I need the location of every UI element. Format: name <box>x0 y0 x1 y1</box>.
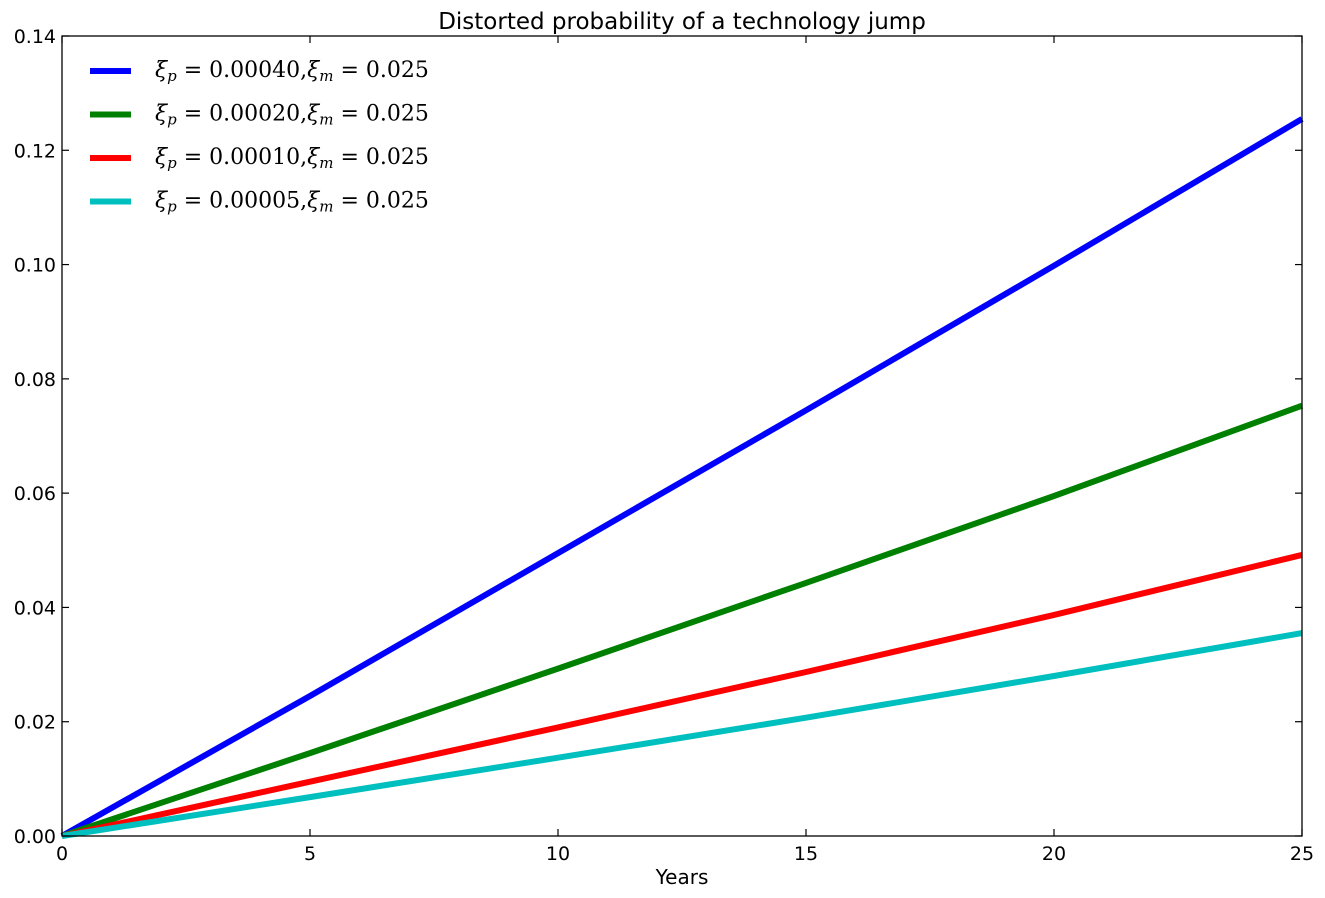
x-tick-label: 20 <box>1042 843 1066 865</box>
x-axis-title: Years <box>655 865 709 889</box>
y-tick-label: 0.08 <box>14 369 56 391</box>
x-tick-label: 10 <box>546 843 570 865</box>
x-tick-label: 15 <box>794 843 818 865</box>
legend-label: ξp = 0.00010,ξm = 0.025 <box>155 145 429 172</box>
series-line-2 <box>61 402 1304 839</box>
y-tick-label: 0.04 <box>14 597 56 619</box>
x-tick-label: 25 <box>1290 843 1314 865</box>
legend-entry: ξp = 0.00020,ξm = 0.025 <box>90 102 429 129</box>
y-tick-label: 0.12 <box>14 140 56 162</box>
series-line-4 <box>61 630 1303 839</box>
series-line-3 <box>61 551 1303 839</box>
legend-label: ξp = 0.00020,ξm = 0.025 <box>155 102 429 129</box>
series-line-1 <box>60 116 1304 839</box>
y-tick-label: 0.06 <box>14 483 56 505</box>
chart-title: Distorted probability of a technology ju… <box>438 9 926 35</box>
y-tick-label: 0.14 <box>14 26 56 48</box>
axes-frame <box>61 35 1303 837</box>
plot-area: 0 5 10 15 20 25 0.00 0.02 0.04 0.06 0.08 0.10 0.12 0.… <box>14 26 1314 865</box>
y-tick-label: 0.00 <box>14 826 56 848</box>
legend: ξp = 0.00040,ξm = 0.025 ξp = 0.00020,ξm =… <box>90 58 429 216</box>
legend-entry: ξp = 0.00005,ξm = 0.025 <box>90 189 429 216</box>
legend-entry: ξp = 0.00010,ξm = 0.025 <box>90 145 429 172</box>
legend-label: ξp = 0.00005,ξm = 0.025 <box>155 189 429 216</box>
legend-label: ξp = 0.00040,ξm = 0.025 <box>155 58 429 85</box>
legend-entry: ξp = 0.00040,ξm = 0.025 <box>90 58 429 85</box>
x-tick-label: 0 <box>56 843 68 865</box>
y-tick-label: 0.10 <box>14 255 56 277</box>
x-tick-label: 5 <box>304 843 316 865</box>
y-tick-label: 0.02 <box>14 712 56 734</box>
